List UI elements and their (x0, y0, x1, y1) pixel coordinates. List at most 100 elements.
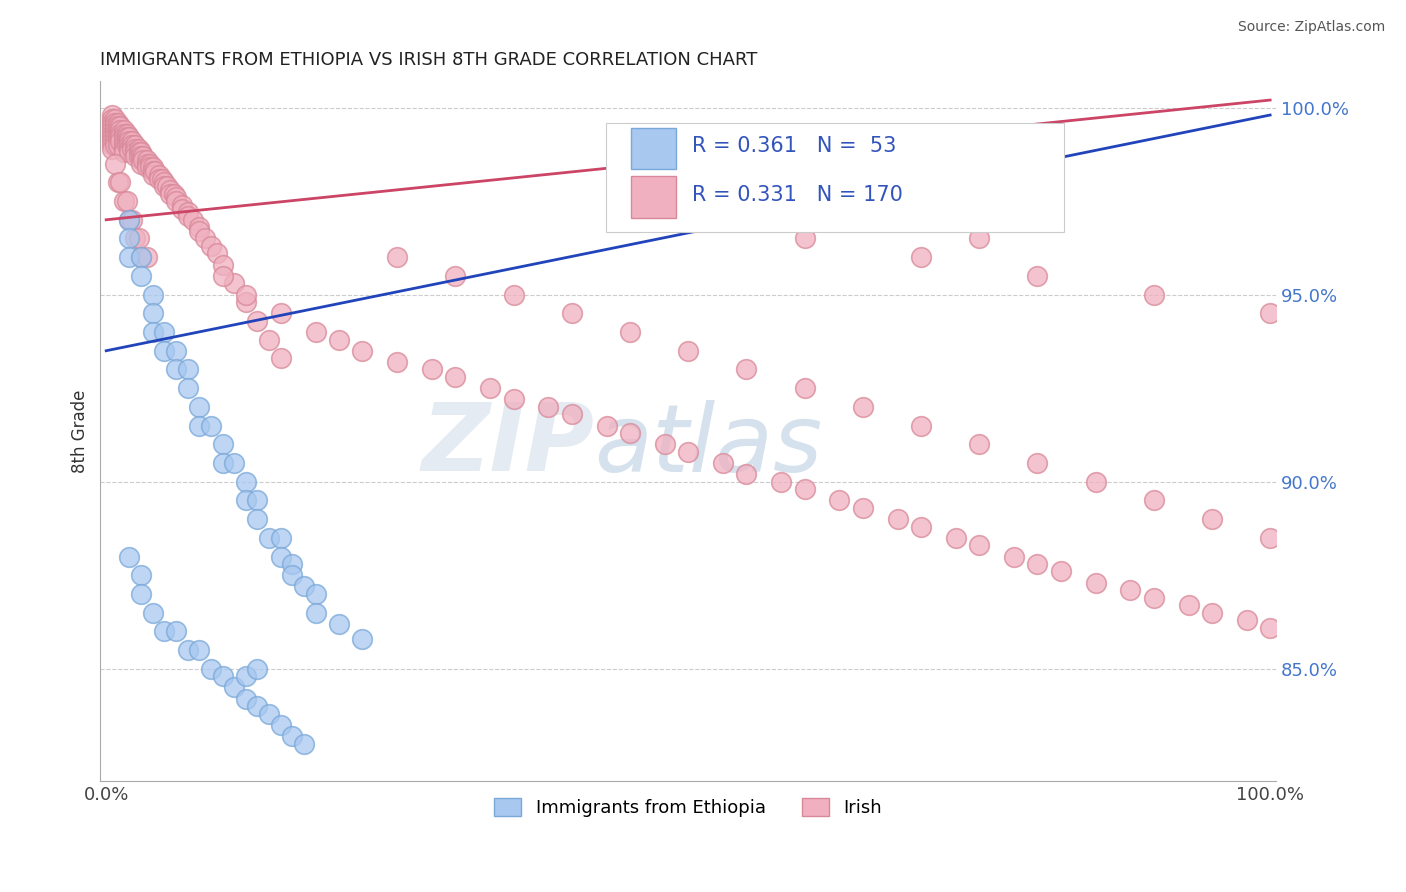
Point (132, 149, 155, 163)
Point (205, 246, 228, 260)
Point (104, 120, 127, 134)
Point (1026, 268, 1049, 283)
Point (156, 179, 179, 194)
Point (129, 153, 152, 167)
Point (108, 127, 131, 141)
Point (967, 437, 990, 451)
Point (143, 164, 166, 178)
Text: ZIP: ZIP (422, 399, 595, 491)
Point (118, 212, 141, 227)
Point (101, 108, 124, 122)
Point (270, 718, 292, 732)
Point (104, 127, 127, 141)
Point (292, 737, 315, 751)
Point (124, 145, 146, 160)
Point (142, 287, 165, 301)
Point (128, 142, 150, 156)
Point (257, 333, 280, 347)
Point (129, 268, 152, 283)
Point (1201, 606, 1223, 620)
Point (107, 127, 129, 141)
Point (1143, 493, 1166, 508)
Point (121, 134, 143, 148)
Point (129, 156, 152, 170)
Point (1143, 287, 1166, 301)
Point (112, 142, 135, 156)
Point (770, 475, 793, 489)
Point (257, 531, 280, 545)
Point (104, 138, 127, 153)
Point (108, 175, 131, 189)
Point (211, 669, 233, 683)
Point (153, 624, 176, 639)
Point (676, 212, 699, 227)
Point (118, 134, 141, 148)
Point (793, 482, 815, 496)
Point (444, 268, 467, 283)
Point (595, 418, 617, 433)
Point (118, 212, 141, 227)
Text: R = 0.331   N = 170: R = 0.331 N = 170 (692, 186, 903, 205)
Point (104, 112, 127, 126)
Point (107, 123, 129, 137)
Point (1119, 583, 1142, 598)
Point (200, 662, 222, 676)
Point (305, 587, 328, 601)
Point (676, 343, 699, 358)
Point (118, 142, 141, 156)
Point (235, 295, 257, 310)
Y-axis label: 8th Grade: 8th Grade (72, 390, 89, 473)
Point (479, 381, 502, 395)
Point (165, 362, 187, 376)
Point (163, 186, 186, 201)
Point (270, 531, 292, 545)
Point (124, 138, 146, 153)
Point (115, 194, 138, 208)
Point (793, 381, 815, 395)
Point (852, 500, 875, 515)
Point (165, 190, 187, 204)
Point (281, 729, 304, 743)
Point (1201, 512, 1223, 526)
Point (153, 343, 176, 358)
Point (235, 475, 257, 489)
Point (124, 149, 146, 163)
Point (224, 681, 246, 695)
Point (104, 134, 127, 148)
Point (828, 493, 851, 508)
Point (129, 149, 152, 163)
Point (654, 437, 676, 451)
Point (502, 287, 524, 301)
Point (101, 138, 124, 153)
Point (352, 632, 374, 646)
Point (188, 220, 211, 235)
Point (108, 130, 131, 145)
Point (107, 138, 129, 153)
Point (188, 400, 211, 414)
Point (128, 145, 150, 160)
Point (107, 134, 129, 148)
Point (281, 557, 304, 571)
Point (246, 493, 269, 508)
Point (292, 579, 315, 593)
Point (139, 161, 162, 175)
Point (328, 333, 350, 347)
Point (1258, 531, 1281, 545)
Point (176, 362, 198, 376)
Point (150, 171, 173, 186)
Point (246, 314, 269, 328)
Point (1026, 557, 1049, 571)
Point (112, 134, 135, 148)
Point (235, 669, 257, 683)
Point (270, 549, 292, 564)
Point (121, 138, 143, 153)
Point (910, 418, 932, 433)
Point (305, 325, 328, 339)
Point (211, 456, 233, 470)
Point (101, 112, 124, 126)
Point (101, 123, 124, 137)
Point (142, 325, 165, 339)
Point (246, 662, 269, 676)
Text: R = 0.361   N =  53: R = 0.361 N = 53 (692, 136, 896, 156)
Point (112, 145, 135, 160)
